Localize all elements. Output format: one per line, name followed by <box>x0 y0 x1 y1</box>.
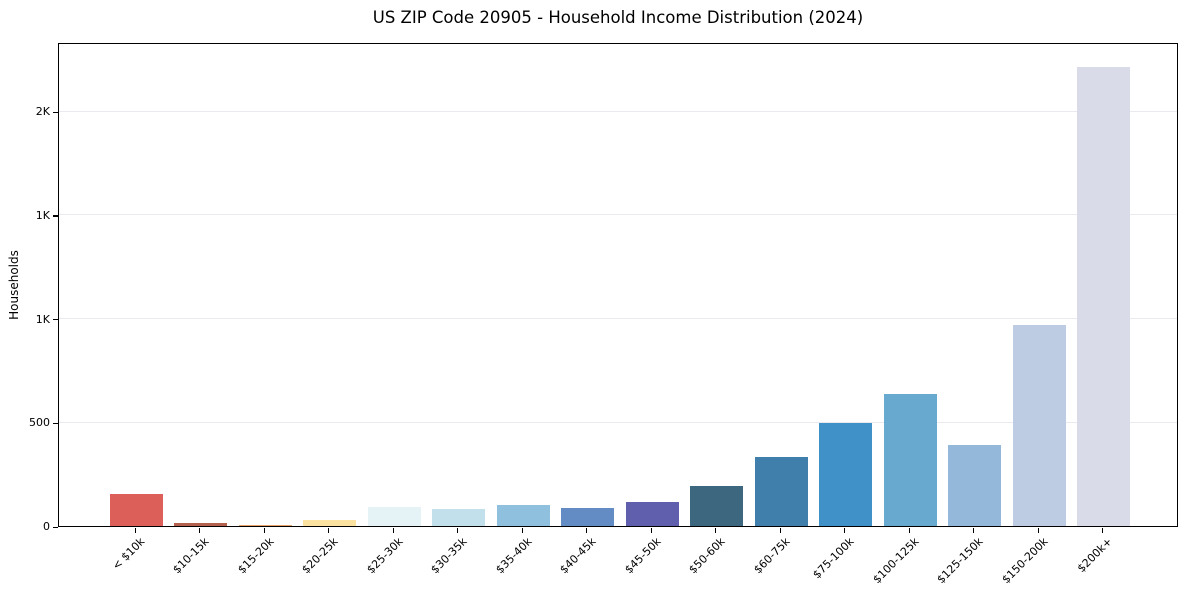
y-tick-label: 2K <box>35 105 50 119</box>
x-tick-label: $20-25k <box>299 535 341 577</box>
x-tick-label: $150-200k <box>999 535 1051 587</box>
x-tick-label: $100-125k <box>870 535 922 587</box>
x-tick-mark <box>328 528 330 533</box>
x-tick-label: $15-20k <box>234 535 277 577</box>
bar <box>496 504 550 526</box>
gridline <box>59 110 1177 112</box>
x-tick-label: $30-35k <box>428 535 470 577</box>
gridline <box>59 318 1177 320</box>
plot-area <box>58 43 1178 527</box>
x-tick-label: $75-100k <box>810 535 857 582</box>
y-tick-label: 1K <box>35 312 50 326</box>
bar <box>1012 324 1066 526</box>
y-tick-label: 1K <box>35 208 50 222</box>
x-tick-mark <box>973 528 975 533</box>
bar <box>754 456 808 526</box>
y-tick-mark <box>53 319 58 321</box>
x-tick-mark <box>586 528 588 533</box>
x-tick-label: $125-150k <box>934 535 986 587</box>
bar <box>883 394 937 526</box>
y-tick-mark <box>53 215 58 217</box>
bar <box>1077 67 1130 526</box>
bar <box>174 522 227 526</box>
bar <box>625 501 679 526</box>
bar <box>690 486 743 526</box>
y-tick-label: 0 <box>43 520 50 533</box>
gridline <box>59 214 1177 216</box>
x-tick-label: $25-30k <box>363 535 406 577</box>
y-axis-label: Households <box>7 250 21 320</box>
gridline <box>59 421 1177 423</box>
bar <box>819 423 872 526</box>
bar <box>367 507 421 526</box>
bar <box>303 520 356 526</box>
bar <box>561 508 614 526</box>
x-tick-mark <box>199 528 201 533</box>
x-tick-label: $40-45k <box>557 535 599 577</box>
y-tick-mark <box>53 422 58 424</box>
x-tick-mark <box>1102 528 1104 533</box>
bar <box>432 509 485 526</box>
x-tick-label: < $10k <box>109 535 148 573</box>
bar <box>948 445 1001 526</box>
y-tick-mark <box>53 111 58 113</box>
x-tick-label: $60-75k <box>750 535 793 577</box>
x-tick-mark <box>715 528 717 533</box>
x-tick-mark <box>779 528 781 533</box>
x-tick-mark <box>1037 528 1039 533</box>
x-tick-label: $45-50k <box>621 535 664 577</box>
x-tick-label: $50-60k <box>686 535 728 577</box>
x-tick-mark <box>650 528 652 533</box>
x-tick-mark <box>134 528 136 533</box>
x-tick-label: $200k+ <box>1074 535 1115 576</box>
y-tick-mark <box>53 526 58 528</box>
bar <box>109 493 163 526</box>
x-tick-label: $35-40k <box>492 535 535 577</box>
x-tick-label: $10-15k <box>170 535 212 577</box>
x-tick-mark <box>521 528 523 533</box>
bar <box>238 525 292 526</box>
x-tick-mark <box>844 528 846 533</box>
chart-title: US ZIP Code 20905 - Household Income Dis… <box>372 8 864 27</box>
x-tick-mark <box>263 528 265 533</box>
x-tick-mark <box>908 528 910 533</box>
x-tick-mark <box>457 528 459 533</box>
x-tick-mark <box>392 528 394 533</box>
y-tick-label: 500 <box>29 416 50 430</box>
